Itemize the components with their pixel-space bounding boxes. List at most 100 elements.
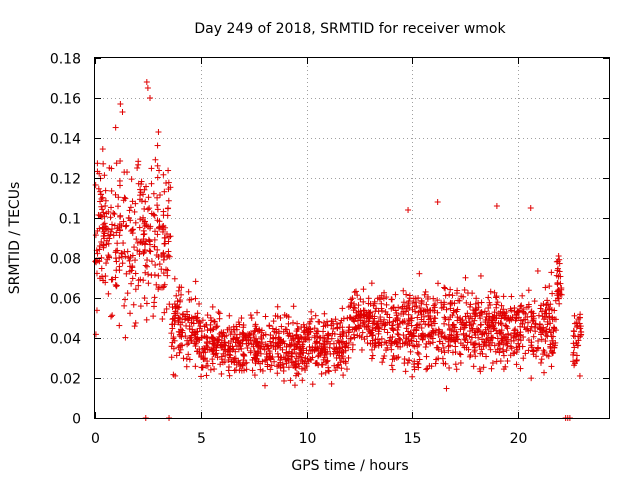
data-point bbox=[147, 248, 154, 255]
data-point bbox=[319, 334, 326, 341]
data-point bbox=[116, 177, 123, 184]
data-point bbox=[117, 226, 124, 233]
data-point bbox=[110, 210, 117, 217]
data-point bbox=[542, 313, 549, 320]
data-point bbox=[420, 308, 427, 315]
data-point bbox=[128, 228, 135, 235]
data-point bbox=[538, 356, 545, 363]
data-point bbox=[297, 350, 304, 357]
data-point bbox=[146, 205, 153, 212]
data-point bbox=[491, 289, 498, 296]
data-point bbox=[212, 341, 219, 348]
data-point bbox=[463, 344, 470, 351]
data-point bbox=[112, 281, 119, 288]
data-point bbox=[226, 354, 233, 361]
data-point bbox=[324, 318, 331, 325]
data-point bbox=[97, 188, 104, 195]
data-point bbox=[452, 343, 459, 350]
data-point bbox=[154, 162, 161, 169]
data-point bbox=[441, 333, 448, 340]
data-point bbox=[409, 373, 416, 380]
data-point bbox=[378, 335, 385, 342]
data-point bbox=[438, 333, 445, 340]
data-point bbox=[151, 299, 158, 306]
data-point bbox=[500, 293, 507, 300]
data-point bbox=[129, 252, 136, 259]
data-point bbox=[534, 267, 541, 274]
data-point bbox=[182, 333, 189, 340]
data-point bbox=[508, 332, 515, 339]
data-point bbox=[175, 344, 182, 351]
data-point bbox=[192, 343, 199, 350]
data-point bbox=[355, 302, 362, 309]
data-point bbox=[489, 317, 496, 324]
data-point bbox=[243, 366, 250, 373]
data-point bbox=[518, 302, 525, 309]
data-point bbox=[154, 231, 161, 238]
data-point bbox=[211, 318, 218, 325]
data-point bbox=[154, 142, 161, 149]
data-point bbox=[165, 167, 172, 174]
data-point bbox=[324, 332, 331, 339]
data-point bbox=[508, 338, 515, 345]
data-point bbox=[286, 348, 293, 355]
data-point bbox=[167, 233, 174, 240]
data-point bbox=[162, 240, 169, 247]
data-point bbox=[203, 372, 210, 379]
data-point bbox=[256, 326, 263, 333]
data-point bbox=[165, 186, 172, 193]
data-point bbox=[434, 199, 441, 205]
data-point bbox=[170, 345, 177, 352]
data-point bbox=[121, 302, 128, 309]
data-point bbox=[192, 295, 199, 302]
data-point bbox=[180, 355, 187, 362]
data-point bbox=[160, 171, 167, 178]
data-point bbox=[144, 85, 151, 91]
data-point bbox=[164, 212, 171, 219]
data-point bbox=[470, 363, 477, 370]
data-point bbox=[137, 216, 144, 223]
data-point bbox=[216, 333, 223, 340]
data-point bbox=[515, 336, 522, 343]
data-point bbox=[548, 363, 555, 370]
data-point bbox=[134, 165, 141, 172]
data-point bbox=[103, 260, 110, 267]
data-point bbox=[192, 313, 199, 320]
data-point bbox=[251, 328, 258, 335]
data-point bbox=[350, 331, 357, 338]
data-point bbox=[269, 325, 276, 332]
data-point bbox=[238, 315, 245, 322]
data-point bbox=[493, 293, 500, 300]
data-point bbox=[577, 325, 584, 332]
data-point bbox=[277, 362, 284, 369]
data-point bbox=[570, 349, 577, 356]
data-point bbox=[555, 292, 562, 299]
data-point bbox=[450, 321, 457, 328]
data-point bbox=[111, 222, 118, 229]
data-point bbox=[527, 327, 534, 334]
data-point bbox=[271, 358, 278, 365]
data-point bbox=[469, 315, 476, 322]
data-point bbox=[165, 179, 172, 186]
data-point bbox=[578, 328, 585, 335]
data-point bbox=[456, 350, 463, 357]
data-point bbox=[131, 244, 138, 251]
plot-frame bbox=[94, 57, 610, 419]
data-point bbox=[198, 328, 205, 335]
data-point bbox=[107, 228, 114, 235]
data-point bbox=[257, 360, 264, 367]
data-point bbox=[575, 333, 582, 340]
data-point bbox=[276, 336, 283, 343]
data-point bbox=[500, 352, 507, 359]
data-point bbox=[199, 317, 206, 324]
data-point bbox=[397, 343, 404, 350]
data-point bbox=[457, 351, 464, 358]
data-point bbox=[307, 347, 314, 354]
data-point bbox=[507, 352, 514, 359]
data-point bbox=[454, 331, 461, 338]
data-point bbox=[128, 267, 135, 274]
data-point bbox=[396, 336, 403, 343]
data-point bbox=[137, 186, 144, 193]
data-point bbox=[203, 321, 210, 328]
data-point bbox=[282, 356, 289, 363]
